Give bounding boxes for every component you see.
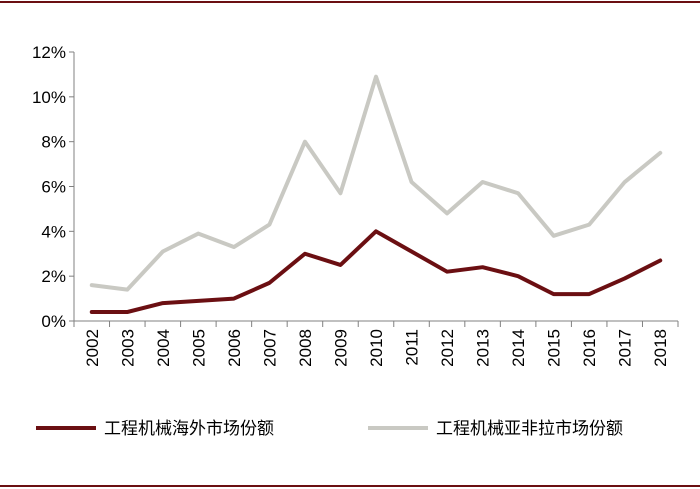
x-tick-label: 2016 [580, 329, 599, 367]
x-tick-label: 2012 [438, 329, 457, 367]
x-tick-label: 2003 [118, 329, 137, 367]
legend: 工程机械海外市场份额 工程机械亚非拉市场份额 [36, 419, 623, 439]
x-tick-label: 2009 [331, 329, 350, 367]
x-tick-label: 2017 [616, 329, 635, 367]
y-tick-label: 6% [41, 178, 66, 197]
x-tick-label: 2004 [154, 329, 173, 367]
x-tick-label: 2018 [651, 329, 670, 367]
y-tick-label: 10% [32, 88, 66, 107]
series-lines [89, 74, 663, 315]
y-tick-label: 2% [41, 267, 66, 286]
x-tick-label: 2010 [367, 329, 386, 367]
x-tick-label: 2011 [403, 329, 422, 366]
y-tick-label: 12% [32, 43, 66, 62]
x-tick-label: 2014 [509, 329, 528, 367]
x-tick-label: 2013 [474, 329, 493, 367]
legend-label-1: 工程机械海外市场份额 [104, 419, 274, 439]
x-tick-label: 2005 [189, 329, 208, 367]
legend-label-2: 工程机械亚非拉市场份额 [436, 419, 623, 439]
x-tick-label: 2002 [83, 329, 102, 367]
y-axis: 0% 2% 4% 6% 8% 10% 12% [32, 43, 75, 331]
y-tick-label: 4% [41, 222, 66, 241]
y-tick-label: 0% [41, 312, 66, 331]
series-line-2 [89, 74, 663, 292]
x-tick-label: 2006 [225, 329, 244, 367]
x-tick-label: 2007 [260, 329, 279, 367]
x-axis: 2002 2003 2004 2005 2006 2007 2008 2009 2010 2011… [73, 320, 679, 367]
x-tick-label: 2015 [545, 329, 564, 367]
x-tick-label: 2008 [296, 329, 315, 367]
y-tick-label: 8% [41, 133, 66, 152]
